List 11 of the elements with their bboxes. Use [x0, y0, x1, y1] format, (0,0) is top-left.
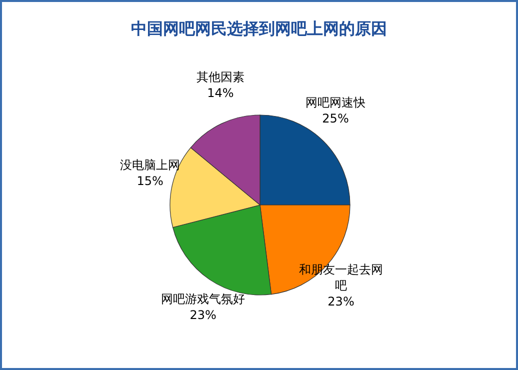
data-label: 23%	[328, 294, 354, 309]
data-label: 23%	[190, 308, 216, 322]
slice-label: 其他因素	[196, 70, 244, 84]
data-label: 15%	[136, 174, 164, 188]
slice-label: 和朋友一起去网吧	[299, 262, 384, 293]
slice-label: 网吧游戏气氛好	[161, 292, 246, 306]
slice-label: 网吧网速快	[306, 95, 366, 110]
data-label: 14%	[207, 86, 234, 100]
data-label: 25%	[322, 111, 349, 126]
chart-title: 中国网吧网民选择到网吧上网的原因	[131, 19, 387, 38]
slice-label: 没电脑上网	[120, 158, 180, 172]
